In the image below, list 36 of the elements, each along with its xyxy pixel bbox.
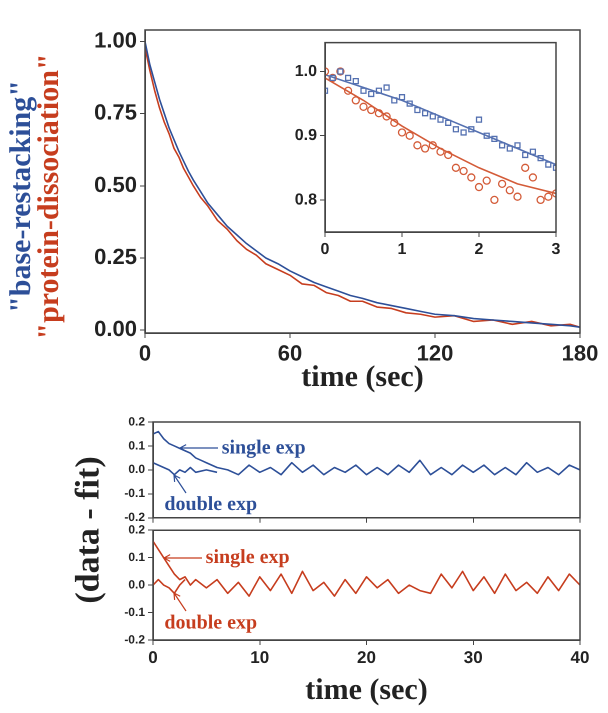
x-tick-label: 10 [250, 648, 270, 667]
annotation: double exp [164, 612, 258, 634]
x-tick-label: 0 [148, 648, 158, 667]
y-tick-label: 0.25 [94, 244, 137, 270]
y-tick-label: 1.00 [94, 28, 137, 53]
y-tick-label: -0.1 [124, 604, 146, 619]
x-tick-label: 30 [464, 648, 483, 667]
y-tick-label: 1.0 [294, 62, 318, 80]
annotation: single exp [222, 436, 306, 459]
x-axis-title: time (sec) [305, 672, 428, 706]
y-tick-label: 0.2 [128, 414, 146, 428]
x-tick-label: 20 [357, 648, 376, 667]
y-tick-label: 0.0 [128, 462, 146, 476]
x-tick-label: 0 [320, 241, 330, 258]
y-axis-title: (data - fit) [69, 456, 108, 604]
y-tick-label: 0.75 [94, 100, 137, 125]
y-tick-label: 0.2 [128, 522, 146, 537]
y-tick-label: -0.2 [124, 632, 146, 646]
annotation: double exp [164, 492, 258, 515]
y-tick-label: 0.1 [128, 438, 146, 452]
annotation: single exp [206, 546, 290, 568]
x-tick-label: 1 [398, 241, 407, 258]
y-tick-label: 0.9 [294, 127, 318, 144]
x-tick-label: 180 [562, 340, 598, 366]
y-tick-label: 0.1 [128, 550, 146, 564]
y-tick-label: 0.8 [294, 191, 318, 208]
x-tick-label: 0 [138, 340, 152, 366]
y-tick-label: 0.50 [94, 172, 137, 197]
y-tick-label: 0.0 [128, 577, 146, 592]
x-tick-label: 2 [474, 241, 484, 258]
x-tick-label: 40 [570, 648, 590, 667]
x-tick-label: 60 [278, 340, 302, 366]
y-tick-label: -0.2 [124, 510, 146, 524]
y-tick-label: 0.00 [94, 316, 137, 342]
y-tick-label: -0.1 [124, 486, 146, 500]
x-tick-label: 3 [552, 241, 561, 258]
